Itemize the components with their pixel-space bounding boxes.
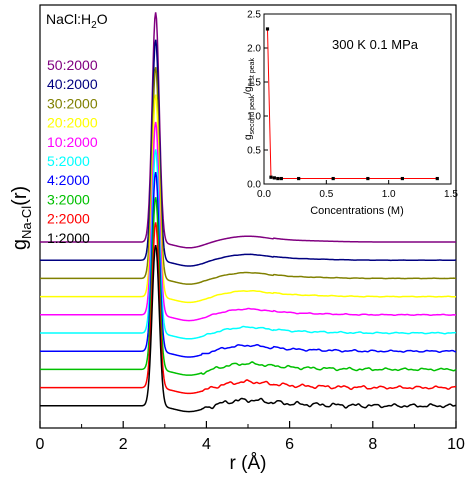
rdf-curve-10-2000: [40, 121, 457, 322]
main-x-axis: 0 2 4 6 8 10: [36, 421, 465, 453]
inset-y-axis-label: gsecond peak/gfirst peak: [243, 57, 256, 140]
inset-x-tick-label: 1.0: [382, 189, 396, 200]
inset-data-point: [272, 176, 276, 180]
main-x-axis-label: r (Å): [230, 453, 267, 474]
legend-entry: 2:2000: [47, 211, 90, 227]
rdf-curve-30-2000: [40, 67, 457, 285]
main-x-tick-label: 2: [119, 436, 128, 453]
inset-points: [265, 27, 439, 181]
system-label: NaCl:H2O: [46, 11, 108, 31]
inset-y-tick-label: 2.0: [247, 44, 261, 55]
main-y-axis-label: gNa-Cl(r): [9, 186, 34, 250]
inset-data-point: [279, 176, 283, 181]
rdf-curve-50-2000: [40, 12, 456, 249]
legend-entry: 40:2000: [47, 76, 98, 92]
main-curves: [40, 12, 457, 413]
inset-data-point: [269, 175, 273, 179]
inset-data-point: [297, 176, 301, 181]
rdf-curve-1-2000: [40, 245, 457, 413]
inset-data-point: [366, 176, 370, 181]
inset-y-tick-label: 1.0: [247, 112, 261, 123]
main-x-tick-label: 6: [285, 436, 294, 453]
inset-x-tick-label: 0.5: [319, 189, 333, 200]
rdf-curve-2-2000: [40, 222, 457, 395]
legend-entry: 5:2000: [47, 153, 90, 169]
inset-x-tick-label: 1.5: [444, 189, 458, 200]
legend-entry: 4:2000: [47, 172, 90, 188]
inset-fit-curve: [266, 28, 438, 180]
legend-entry: 20:2000: [47, 115, 98, 131]
legend-entry: 3:2000: [47, 191, 90, 207]
legend-entry: 10:2000: [47, 134, 98, 150]
inset-data-point: [265, 27, 270, 31]
rdf-curve-3-2000: [40, 197, 457, 376]
legend-entry: 1:2000: [47, 230, 90, 246]
inset-y-tick-label: 1.5: [247, 78, 261, 89]
inset-y-tick-label: 2.5: [247, 10, 261, 21]
main-x-tick-label: 4: [202, 436, 211, 453]
inset-y-tick-label: 0.0: [247, 180, 261, 191]
inset-annotation: 300 K 0.1 MPa: [332, 37, 419, 52]
inset-plot-frame: [263, 13, 452, 185]
rdf-curve-20-2000: [40, 94, 457, 304]
rdf-curve-5-2000: [40, 149, 457, 340]
main-x-tick-label: 0: [36, 436, 45, 453]
legend-entry: 50:2000: [47, 57, 98, 73]
inset-data-point: [276, 176, 280, 181]
inset-background: [264, 12, 451, 184]
inset-x-axis-label: Concentrations (M): [310, 205, 404, 217]
legend: 50:2000 40:2000 30:2000 20:2000 10:2000 5:200…: [47, 57, 98, 246]
inset-y-tick-label: 0.5: [247, 146, 261, 157]
inset-data-point: [400, 176, 404, 181]
rdf-curve-4-2000: [40, 172, 457, 358]
main-x-tick-label: 10: [447, 436, 465, 453]
inset-axes: 0.0 0.5 1.0 1.5 0.0 0.5 1.0 1.5 2.0 2.5: [247, 10, 458, 201]
inset-data-point: [331, 176, 335, 181]
system-label-subscript: 2: [91, 20, 97, 31]
rdf-curve-40-2000: [40, 39, 457, 267]
legend-entry: 30:2000: [47, 95, 98, 111]
inset-data-point: [435, 176, 439, 181]
main-x-tick-label: 8: [368, 436, 377, 453]
inset-x-tick-label: 0.0: [257, 189, 271, 200]
